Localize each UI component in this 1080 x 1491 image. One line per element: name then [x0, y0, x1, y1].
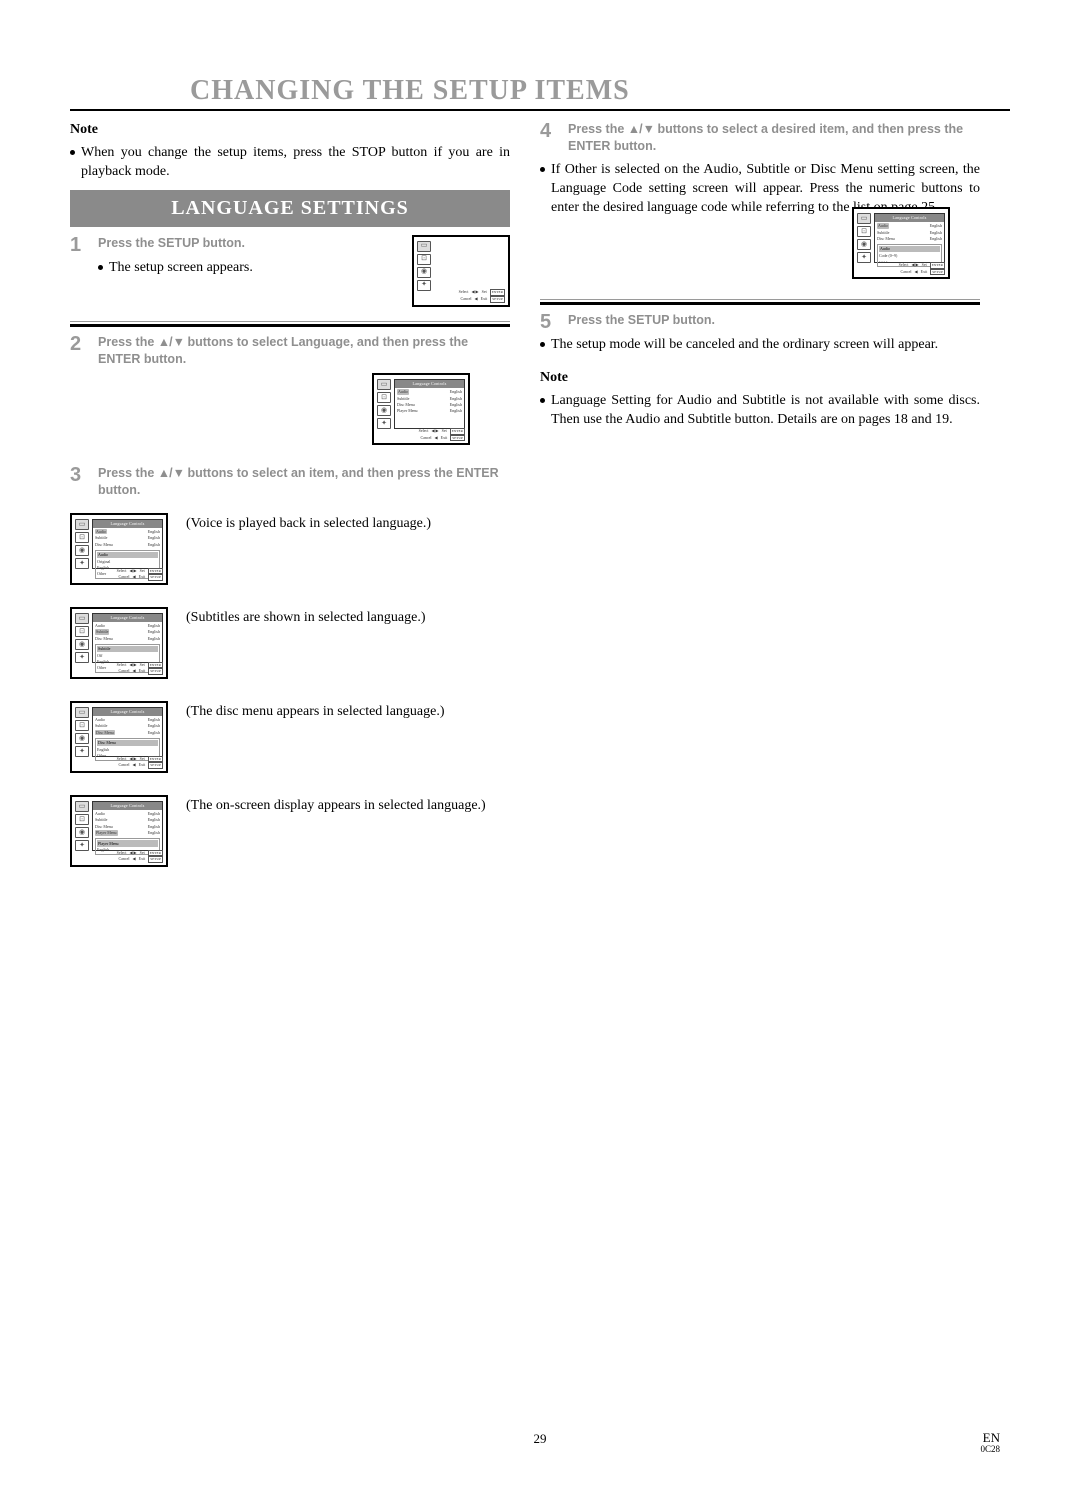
item-audio: ▭⊡◉✦ Language Controls AudioEnglish Subt… — [70, 513, 510, 585]
page-title: CHANGING THE SETUP ITEMS — [190, 75, 1010, 107]
tab-icon: ▭ — [417, 241, 431, 252]
step-5-number: 5 — [540, 312, 558, 332]
item-audio-desc: (Voice is played back in selected langua… — [186, 513, 431, 534]
step-4: 4 Press the ▲/▼ buttons to select a desi… — [540, 121, 980, 279]
item-playermenu: ▭⊡◉✦ Language Controls AudioEnglish Subt… — [70, 795, 510, 867]
separator — [70, 321, 510, 324]
item-playermenu-desc: (The on-screen display appears in select… — [186, 795, 486, 816]
step-3: 3 Press the ▲/▼ buttons to select an ite… — [70, 465, 510, 499]
step-1-number: 1 — [70, 235, 88, 255]
language-code-thumbnail: ▭⊡◉✦ Language Controls AudioEnglish Subt… — [852, 207, 950, 279]
left-column: Note When you change the setup items, pr… — [70, 121, 510, 889]
item-subtitle-desc: (Subtitles are shown in selected languag… — [186, 607, 425, 628]
title-rule — [70, 109, 1010, 111]
step-1-bullet: The setup screen appears. — [109, 259, 394, 278]
note-2-bullet: Language Setting for Audio and Subtitle … — [540, 392, 980, 430]
note-2-text: Language Setting for Audio and Subtitle … — [551, 392, 980, 430]
step-5-bullet: The setup mode will be canceled and the … — [551, 336, 980, 355]
subtitle-thumbnail: ▭⊡◉✦ Language Controls AudioEnglish Subt… — [70, 607, 168, 679]
item-discmenu-desc: (The disc menu appears in selected langu… — [186, 701, 445, 722]
item-subtitle: ▭⊡◉✦ Language Controls AudioEnglish Subt… — [70, 607, 510, 679]
arrow-icons: ▼ — [173, 334, 184, 351]
step-3-number: 3 — [70, 465, 88, 485]
note-heading-1: Note — [70, 121, 510, 140]
tab-icon: ⊡ — [417, 254, 431, 265]
step-4-instruction: Press the ▲/▼ buttons to select a desire… — [568, 121, 980, 155]
note-1-bullet: When you change the setup items, press t… — [70, 144, 510, 182]
bullet-dot-icon — [98, 265, 103, 270]
bullet-dot-icon — [540, 342, 545, 347]
step-4-number: 4 — [540, 121, 558, 141]
step-2: 2 Press the ▲/▼ buttons to select Langua… — [70, 334, 510, 446]
arrow-icons: ▲ — [158, 334, 169, 351]
step-1: 1 Press the SETUP button. The setup scre… — [70, 235, 510, 307]
bullet-dot-icon — [70, 150, 75, 155]
right-column: 4 Press the ▲/▼ buttons to select a desi… — [540, 121, 980, 889]
language-menu-thumbnail: ▭⊡◉✦ Language Controls AudioEnglish Subt… — [372, 373, 470, 445]
page-lang-code: EN 0C28 — [980, 1431, 1000, 1455]
item-discmenu: ▭⊡◉✦ Language Controls AudioEnglish Subt… — [70, 701, 510, 773]
section-heading-language-settings: LANGUAGE SETTINGS — [70, 190, 510, 227]
step-2-instruction: Press the ▲/▼ buttons to select Language… — [98, 334, 510, 368]
bullet-dot-icon — [540, 398, 545, 403]
bullet-dot-icon — [540, 167, 545, 172]
audio-thumbnail: ▭⊡◉✦ Language Controls AudioEnglish Subt… — [70, 513, 168, 585]
page-number: 29 — [534, 1431, 547, 1447]
step-5: 5 Press the SETUP button. The setup mode… — [540, 312, 980, 355]
discmenu-thumbnail: ▭⊡◉✦ Language Controls AudioEnglish Subt… — [70, 701, 168, 773]
tab-icon: ◉ — [417, 267, 431, 278]
step-2-number: 2 — [70, 334, 88, 354]
step-5-instruction: Press the SETUP button. — [568, 312, 980, 329]
playermenu-thumbnail: ▭⊡◉✦ Language Controls AudioEnglish Subt… — [70, 795, 168, 867]
step-3-instruction: Press the ▲/▼ buttons to select an item,… — [98, 465, 510, 499]
step-1-instruction: Press the SETUP button. — [98, 235, 394, 252]
separator — [540, 299, 980, 302]
note-1-text: When you change the setup items, press t… — [81, 144, 510, 182]
setup-screen-thumbnail: ▭ ⊡ ◉ ✦ Select◀ ▶SetENTER Cancel◀ExitSET… — [412, 235, 510, 307]
content-columns: Note When you change the setup items, pr… — [70, 121, 1010, 889]
note-heading-2: Note — [540, 369, 980, 388]
